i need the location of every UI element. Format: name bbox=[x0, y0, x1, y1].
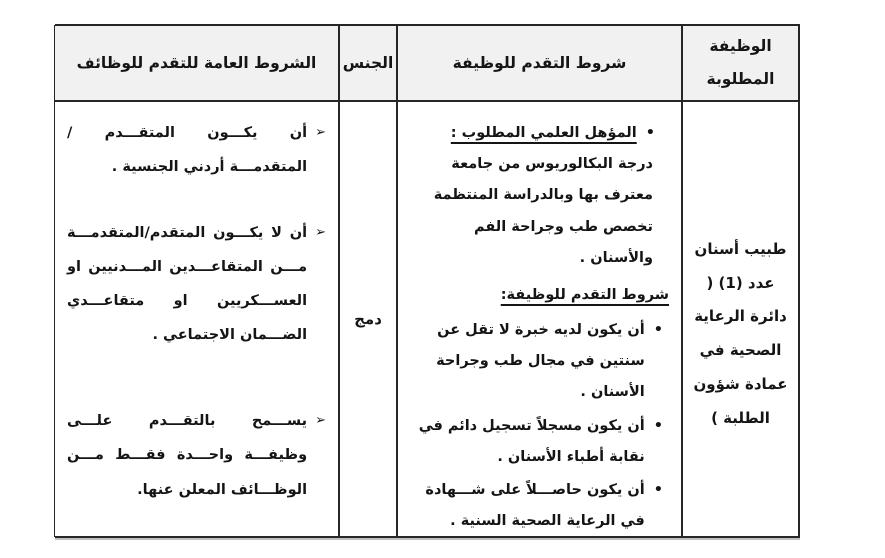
header-required-position-label: الوظيفة المطلوبة bbox=[706, 37, 775, 88]
required-position-text: طبيب أسنان عدد (1) ( دائرة الرعاية الصحي… bbox=[693, 239, 788, 427]
cell-job-conditions: • المؤهل العلمي المطلوب : درجة البكالوري… bbox=[397, 101, 682, 537]
job-requirements-table: الوظيفة المطلوبة شروط التقدم للوظيفة الج… bbox=[54, 24, 800, 538]
qualification-heading-row: • المؤهل العلمي المطلوب : bbox=[412, 118, 655, 149]
general-condition-item: ➢ أن لا يكـــون المتقدم/المتقدمـــة مـــ… bbox=[67, 216, 326, 352]
column-header-general-conditions: الشروط العامة للتقدم للوظائف bbox=[54, 25, 339, 101]
requirement-text: أن يكون لديه خبرة لا تقل عن سنتين في مجا… bbox=[436, 322, 645, 401]
bullet-icon: • bbox=[653, 417, 663, 434]
column-header-gender: الجنس bbox=[339, 25, 397, 101]
general-condition-item: ➢ يســـمح بالتقـــدم علـــى وظيفـــة واح… bbox=[67, 404, 326, 506]
arrow-bullet-icon: ➢ bbox=[315, 225, 326, 241]
cell-required-position: طبيب أسنان عدد (1) ( دائرة الرعاية الصحي… bbox=[682, 101, 799, 537]
cell-gender: دمج bbox=[339, 101, 397, 537]
gender-value: دمج bbox=[354, 310, 382, 328]
general-condition-text: أن يكـــون المتقـــدم / المتقدمـــة أردن… bbox=[67, 125, 308, 176]
cell-general-conditions: ➢ أن يكـــون المتقـــدم / المتقدمـــة أر… bbox=[54, 101, 339, 537]
bullet-icon: • bbox=[653, 481, 663, 498]
arrow-bullet-icon: ➢ bbox=[315, 413, 326, 429]
general-condition-text: أن لا يكـــون المتقدم/المتقدمـــة مـــن … bbox=[67, 225, 308, 344]
arrow-bullet-icon: ➢ bbox=[315, 125, 326, 140]
general-condition-item: ➢ أن يكـــون المتقـــدم / المتقدمـــة أر… bbox=[67, 116, 326, 184]
column-header-required-position: الوظيفة المطلوبة bbox=[682, 25, 799, 101]
general-condition-text: يســـمح بالتقـــدم علـــى وظيفـــة واحــ… bbox=[67, 413, 308, 498]
header-general-conditions-label: الشروط العامة للتقدم للوظائف bbox=[76, 53, 317, 72]
requirement-item: • أن يكون مسجلاً تسجيل دائم في نقابة أطب… bbox=[412, 411, 663, 473]
requirement-text: أن يكون حاصـــلاً على شـــهادة في الرعاي… bbox=[425, 481, 645, 530]
column-header-job-conditions: شروط التقدم للوظيفة bbox=[397, 25, 682, 101]
qualification-heading: المؤهل العلمي المطلوب : bbox=[450, 125, 637, 141]
requirement-text: أن يكون مسجلاً تسجيل دائم في نقابة أطباء… bbox=[418, 417, 645, 465]
qualification-text: درجة البكالوريوس من جامعة معترف بها وبال… bbox=[433, 156, 653, 266]
bullet-icon: • bbox=[645, 125, 655, 141]
bullet-icon: • bbox=[653, 322, 663, 339]
header-gender-label: الجنس bbox=[342, 53, 394, 72]
requirements-heading: شروط التقدم للوظيفة: bbox=[500, 286, 669, 303]
requirement-item: • أن يكون لديه خبرة لا تقل عن سنتين في م… bbox=[412, 315, 663, 409]
header-job-conditions-label: شروط التقدم للوظيفة bbox=[452, 53, 627, 72]
requirement-item: • أن يكون حاصـــلاً على شـــهادة في الرع… bbox=[412, 475, 663, 536]
